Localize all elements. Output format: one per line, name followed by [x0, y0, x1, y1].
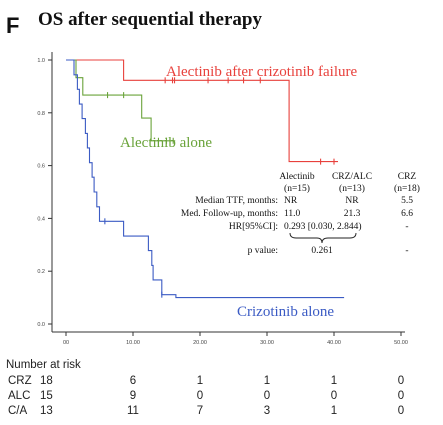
risk-row-label: ALC: [8, 390, 30, 402]
series-green: [66, 59, 176, 144]
series-label-red: Alectinib after crizotinib failure: [166, 64, 358, 80]
risk-cell: 0: [398, 390, 404, 402]
annot-row2-val1: 11.0: [284, 209, 301, 219]
survival-curve-green: [66, 59, 176, 142]
annot-header-3: CRZ: [398, 172, 417, 182]
risk-row-label: C/A: [8, 405, 28, 417]
risk-row-label: CRZ: [8, 375, 32, 387]
risk-cell: 6: [130, 375, 136, 387]
risk-cell: 1: [197, 375, 203, 387]
risk-cell: 13: [40, 405, 53, 417]
axes: [51, 52, 405, 333]
survival-curve-red: [66, 59, 338, 163]
annot-header-2: CRZ/ALC: [332, 172, 372, 182]
risk-cell: 0: [398, 375, 404, 387]
x-tick-label: 10.00: [126, 340, 140, 346]
annot-row-label-3: HR[95%CI]:: [229, 222, 278, 232]
annot-subheader-1: (n=15): [284, 183, 310, 194]
risk-cell: 0: [197, 390, 203, 402]
annot-subheader-2: (n=13): [339, 183, 365, 194]
series-label-green: Alectinib alone: [120, 135, 212, 151]
y-axis-ticks: 0.0 0.2 0.4 0.6 0.8 1.0: [37, 58, 52, 328]
risk-cell: 15: [40, 390, 53, 402]
x-tick-label: 20.00: [193, 340, 207, 346]
risk-cell: 1: [264, 375, 270, 387]
y-tick-label: 0.4: [37, 216, 45, 222]
annot-header-1: Alectinib: [279, 172, 315, 182]
y-tick-label: 0.2: [37, 269, 45, 275]
risk-cell: 1: [331, 405, 337, 417]
risk-table-title: Number at risk: [6, 359, 81, 371]
series-blue: [66, 59, 345, 299]
y-tick-label: 0.6: [37, 164, 45, 170]
annot-row3-val1: 0.293 [0.030, 2.844): [284, 221, 362, 232]
survival-curve-blue: [66, 59, 345, 299]
x-tick-label: 30.00: [260, 340, 274, 346]
risk-cell: 11: [127, 405, 139, 417]
annot-row1-val1: NR: [284, 196, 298, 206]
annot-row2-val2: 21.3: [344, 209, 361, 219]
stats-annotation: Alectinib CRZ/ALC CRZ (n=15) (n=13) (n=1…: [181, 172, 420, 256]
series-layer: [66, 59, 345, 299]
annot-row-label-1: Median TTF, months:: [195, 196, 278, 206]
annot-row-label-4: p value:: [248, 246, 278, 256]
risk-cell: 18: [40, 375, 53, 387]
risk-cell: 0: [398, 405, 404, 417]
x-tick-label: 00: [63, 340, 69, 346]
annot-row4-val1: 0.261: [311, 246, 333, 256]
risk-cell: 7: [197, 405, 203, 417]
x-tick-label: 40.00: [327, 340, 341, 346]
annot-row4-val3: -: [405, 246, 408, 256]
annot-row1-val3: 5.5: [401, 196, 413, 206]
series-label-blue: Crizotinib alone: [237, 304, 334, 320]
annot-row-label-2: Med. Follow-up, months:: [181, 209, 278, 219]
annot-brace: [289, 232, 357, 244]
risk-cell: 3: [264, 405, 270, 417]
annot-row3-val3: -: [405, 222, 408, 232]
panel-letter: F: [6, 13, 19, 38]
risk-cell: 9: [130, 390, 136, 402]
annot-row2-val3: 6.6: [401, 209, 413, 219]
annot-row1-val2: NR: [345, 196, 359, 206]
x-tick-label: 50.00: [394, 340, 408, 346]
x-axis-ticks: 00 10.00 20.00 30.00 40.00 50.00: [63, 332, 408, 346]
y-tick-label: 0.8: [37, 111, 45, 117]
series-red: [66, 59, 338, 165]
y-tick-label: 0.0: [37, 322, 45, 328]
chart-title: OS after sequential therapy: [38, 9, 262, 30]
risk-cell: 0: [331, 390, 337, 402]
annot-subheader-3: (n=18): [394, 183, 420, 194]
risk-cell: 0: [264, 390, 270, 402]
risk-cell: 1: [331, 375, 337, 387]
y-tick-label: 1.0: [37, 58, 45, 64]
